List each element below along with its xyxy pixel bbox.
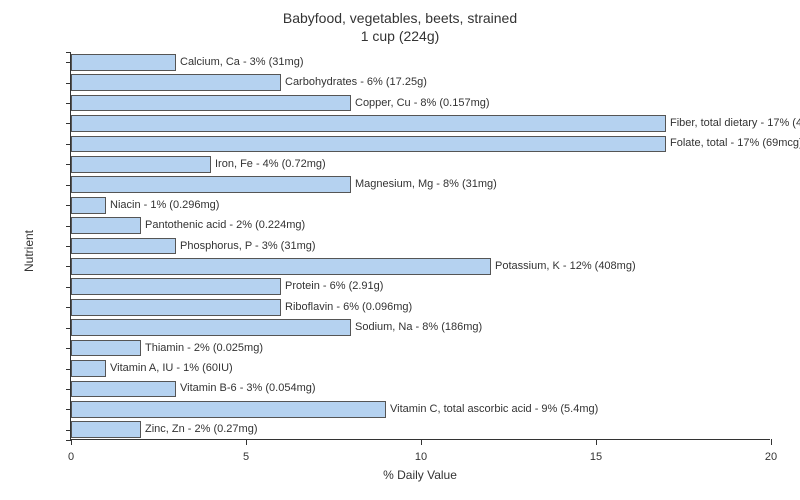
bar	[71, 381, 176, 398]
y-axis-label: Nutrient	[22, 230, 36, 272]
bar-label: Iron, Fe - 4% (0.72mg)	[215, 158, 326, 170]
bar-label: Niacin - 1% (0.296mg)	[110, 199, 219, 211]
nutrient-chart: Babyfood, vegetables, beets, strained 1 …	[0, 0, 800, 500]
x-tick-label: 20	[765, 451, 777, 463]
bar-label: Pantothenic acid - 2% (0.224mg)	[145, 219, 305, 231]
bar	[71, 74, 281, 91]
bar	[71, 156, 211, 173]
y-tick	[66, 440, 71, 441]
x-axis-label: % Daily Value	[70, 468, 770, 482]
bar-label: Vitamin B-6 - 3% (0.054mg)	[180, 382, 316, 394]
x-tick	[596, 439, 597, 445]
bar	[71, 136, 666, 153]
x-tick	[246, 439, 247, 445]
bar	[71, 197, 106, 214]
x-tick-label: 15	[590, 451, 602, 463]
bar	[71, 258, 491, 275]
bar	[71, 217, 141, 234]
bar	[71, 238, 176, 255]
bar-label: Vitamin A, IU - 1% (60IU)	[110, 362, 233, 374]
x-tick	[771, 439, 772, 445]
x-tick-label: 0	[68, 451, 74, 463]
bar	[71, 340, 141, 357]
bar	[71, 360, 106, 377]
bar-label: Folate, total - 17% (69mcg)	[670, 137, 800, 149]
bar-label: Riboflavin - 6% (0.096mg)	[285, 301, 412, 313]
y-tick	[66, 52, 71, 53]
bar-label: Carbohydrates - 6% (17.25g)	[285, 76, 427, 88]
bar	[71, 421, 141, 438]
bar	[71, 299, 281, 316]
bar-label: Vitamin C, total ascorbic acid - 9% (5.4…	[390, 403, 598, 415]
chart-title-line1: Babyfood, vegetables, beets, strained	[0, 10, 800, 26]
bar	[71, 95, 351, 112]
chart-title-line2: 1 cup (224g)	[0, 28, 800, 44]
bar-label: Phosphorus, P - 3% (31mg)	[180, 240, 316, 252]
x-tick	[71, 439, 72, 445]
x-tick	[421, 439, 422, 445]
bar	[71, 115, 666, 132]
bar	[71, 319, 351, 336]
bar-label: Copper, Cu - 8% (0.157mg)	[355, 97, 490, 109]
bar	[71, 401, 386, 418]
bar-label: Sodium, Na - 8% (186mg)	[355, 321, 482, 333]
x-tick-label: 5	[243, 451, 249, 463]
bar	[71, 54, 176, 71]
bar-label: Calcium, Ca - 3% (31mg)	[180, 56, 303, 68]
bar-label: Protein - 6% (2.91g)	[285, 280, 383, 292]
bar-label: Thiamin - 2% (0.025mg)	[145, 342, 263, 354]
bar	[71, 278, 281, 295]
x-tick-label: 10	[415, 451, 427, 463]
bar-label: Magnesium, Mg - 8% (31mg)	[355, 178, 497, 190]
bar-label: Zinc, Zn - 2% (0.27mg)	[145, 423, 257, 435]
plot-area: 05101520Calcium, Ca - 3% (31mg)Carbohydr…	[70, 52, 770, 440]
bar-label: Fiber, total dietary - 17% (4.3g)	[670, 117, 800, 129]
bar-label: Potassium, K - 12% (408mg)	[495, 260, 636, 272]
bar	[71, 176, 351, 193]
